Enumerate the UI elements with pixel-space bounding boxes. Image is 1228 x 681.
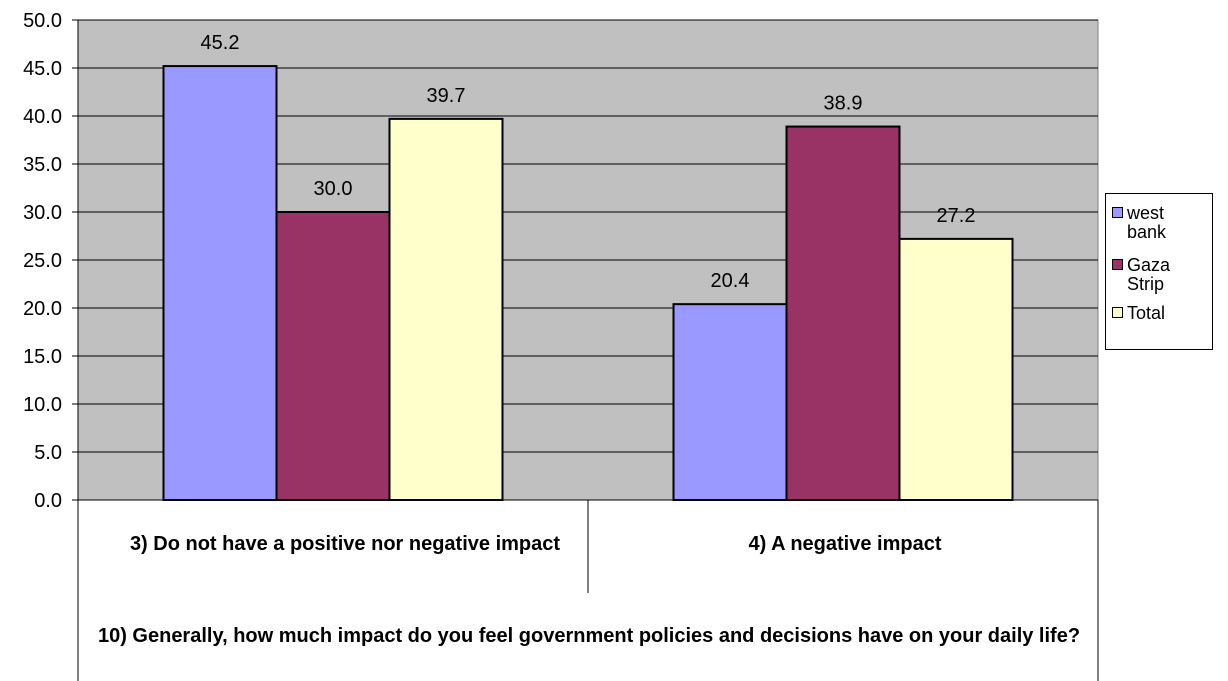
legend-label-gaza-strip: Gaza Strip xyxy=(1127,255,1171,294)
bar-total-2 xyxy=(898,237,1014,501)
bar-total-1 xyxy=(388,117,504,501)
legend-item-total: Total xyxy=(1112,304,1199,323)
bar-gaza-strip-1 xyxy=(275,211,391,501)
y-tick-label: 30.0 xyxy=(23,202,62,224)
data-label: 39.7 xyxy=(427,85,466,107)
y-tick-label: 15.0 xyxy=(23,346,62,368)
bar-west-bank-1 xyxy=(162,65,278,502)
data-label: 38.9 xyxy=(824,93,863,115)
y-tick-label: 5.0 xyxy=(34,442,62,464)
legend-swatch-west-bank xyxy=(1112,207,1123,218)
data-label: 27.2 xyxy=(937,205,976,227)
bar-gaza-strip-2 xyxy=(785,125,901,501)
data-labels: 45.2 30.0 39.7 20.4 38.9 27.2 xyxy=(201,32,976,292)
legend-item-west-bank: west bank xyxy=(1112,204,1199,242)
y-tick-label: 35.0 xyxy=(23,154,62,176)
bar-west-bank-2 xyxy=(672,303,788,501)
category-table-lines xyxy=(77,500,1099,681)
x-axis-title: 10) Generally, how much impact do you fe… xyxy=(97,625,1081,647)
y-tick-label: 0.0 xyxy=(34,490,62,512)
y-tick-label: 45.0 xyxy=(23,58,62,80)
category-label-1: 3) Do not have a positive nor negative i… xyxy=(129,533,561,555)
y-tick-label: 40.0 xyxy=(23,106,62,128)
category-label-2: 4) A negative impact xyxy=(748,533,942,555)
data-label: 30.0 xyxy=(314,178,353,200)
y-tick-label: 50.0 xyxy=(23,10,62,32)
data-label: 45.2 xyxy=(201,32,240,54)
legend-item-gaza-strip: Gaza Strip xyxy=(1112,256,1199,294)
legend-swatch-gaza-strip xyxy=(1112,259,1123,270)
y-tick-label: 20.0 xyxy=(23,298,62,320)
data-label: 20.4 xyxy=(711,270,750,292)
y-tick-label: 10.0 xyxy=(23,394,62,416)
legend-swatch-total xyxy=(1112,307,1123,318)
legend-label-total: Total xyxy=(1127,303,1166,323)
bars xyxy=(162,65,1014,502)
legend-label-west-bank: west bank xyxy=(1127,203,1167,242)
legend: west bank Gaza Strip Total xyxy=(1105,193,1213,350)
y-tick-label: 25.0 xyxy=(23,250,62,272)
